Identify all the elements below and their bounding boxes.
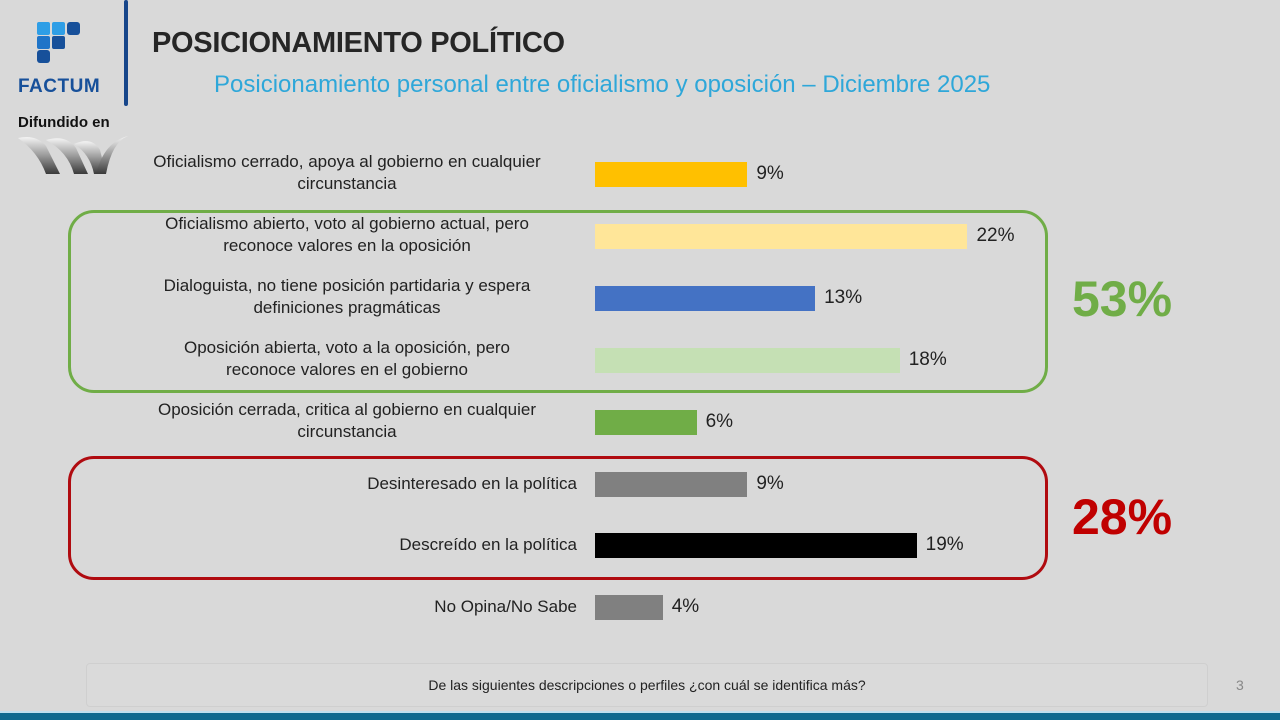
bar [595,595,663,621]
category-label-line: definiciones pragmáticas [253,297,441,317]
group-total-red: 28% [1072,489,1173,545]
category-label-line: Oposición abierta, voto a la oposición, … [183,337,511,357]
bottom-strip [0,713,1280,720]
value-label: 18% [908,348,947,370]
category-label-line: reconoce valores en la oposición [223,235,471,255]
category-label: No Opina/No Sabe [117,596,577,618]
bar [595,162,748,187]
factum-logo-icon [37,22,80,63]
bar [595,285,816,311]
value-label: 19% [925,534,964,556]
category-label: Oposición cerrada, critica al gobierno e… [117,399,577,443]
media-logo-icon [18,136,128,174]
survey-question: De las siguientes descripciones o perfil… [86,663,1208,707]
category-label-line: circunstancia [297,174,397,193]
category-label-line: No Opina/No Sabe [434,597,577,617]
page-title: POSICIONAMIENTO POLÍTICO [152,27,565,59]
value-label: 13% [824,286,863,308]
bar [595,409,697,435]
category-label-line: Oficialismo cerrado, apoya al gobierno e… [153,152,541,171]
category-label-line: Oposición cerrada, critica al gobierno e… [158,399,536,419]
category-label: Oficialismo abierto, voto al gobierno ac… [117,213,577,257]
category-label: Oficialismo cerrado, apoya al gobierno e… [117,151,577,195]
category-label-line: Desinteresado en la política [367,473,577,493]
disseminated-label: Difundido en [18,114,110,131]
bar [595,533,917,559]
page-number: 3 [1236,677,1244,693]
value-label: 6% [705,410,734,432]
value-label: 9% [756,472,784,494]
category-label: Descreído en la política [117,534,577,556]
group-total-green: 53% [1072,271,1173,327]
category-label-line: Descreído en la política [399,535,577,555]
category-label: Dialoguista, no tiene posición partidari… [117,275,577,319]
category-label: Oposición abierta, voto a la oposición, … [117,337,577,381]
bar [595,347,900,373]
category-label-line: circunstancia [297,421,397,441]
category-label-line: Dialoguista, no tiene posición partidari… [163,275,531,295]
group-box-green [68,210,1048,393]
page-subtitle: Posicionamiento personal entre oficialis… [214,71,991,98]
header-divider [124,0,128,106]
brand-name: FACTUM [18,76,101,97]
category-label-line: reconoce valores en el gobierno [226,359,468,379]
bar [595,223,968,249]
group-box-red [68,456,1048,580]
value-label: 4% [671,596,700,618]
bottom-strip-highlight [0,711,1280,713]
value-label: 9% [756,163,784,184]
category-label-line: Oficialismo abierto, voto al gobierno ac… [165,213,529,233]
bar [595,471,748,497]
value-label: 22% [976,224,1015,246]
category-label: Desinteresado en la política [117,473,577,495]
